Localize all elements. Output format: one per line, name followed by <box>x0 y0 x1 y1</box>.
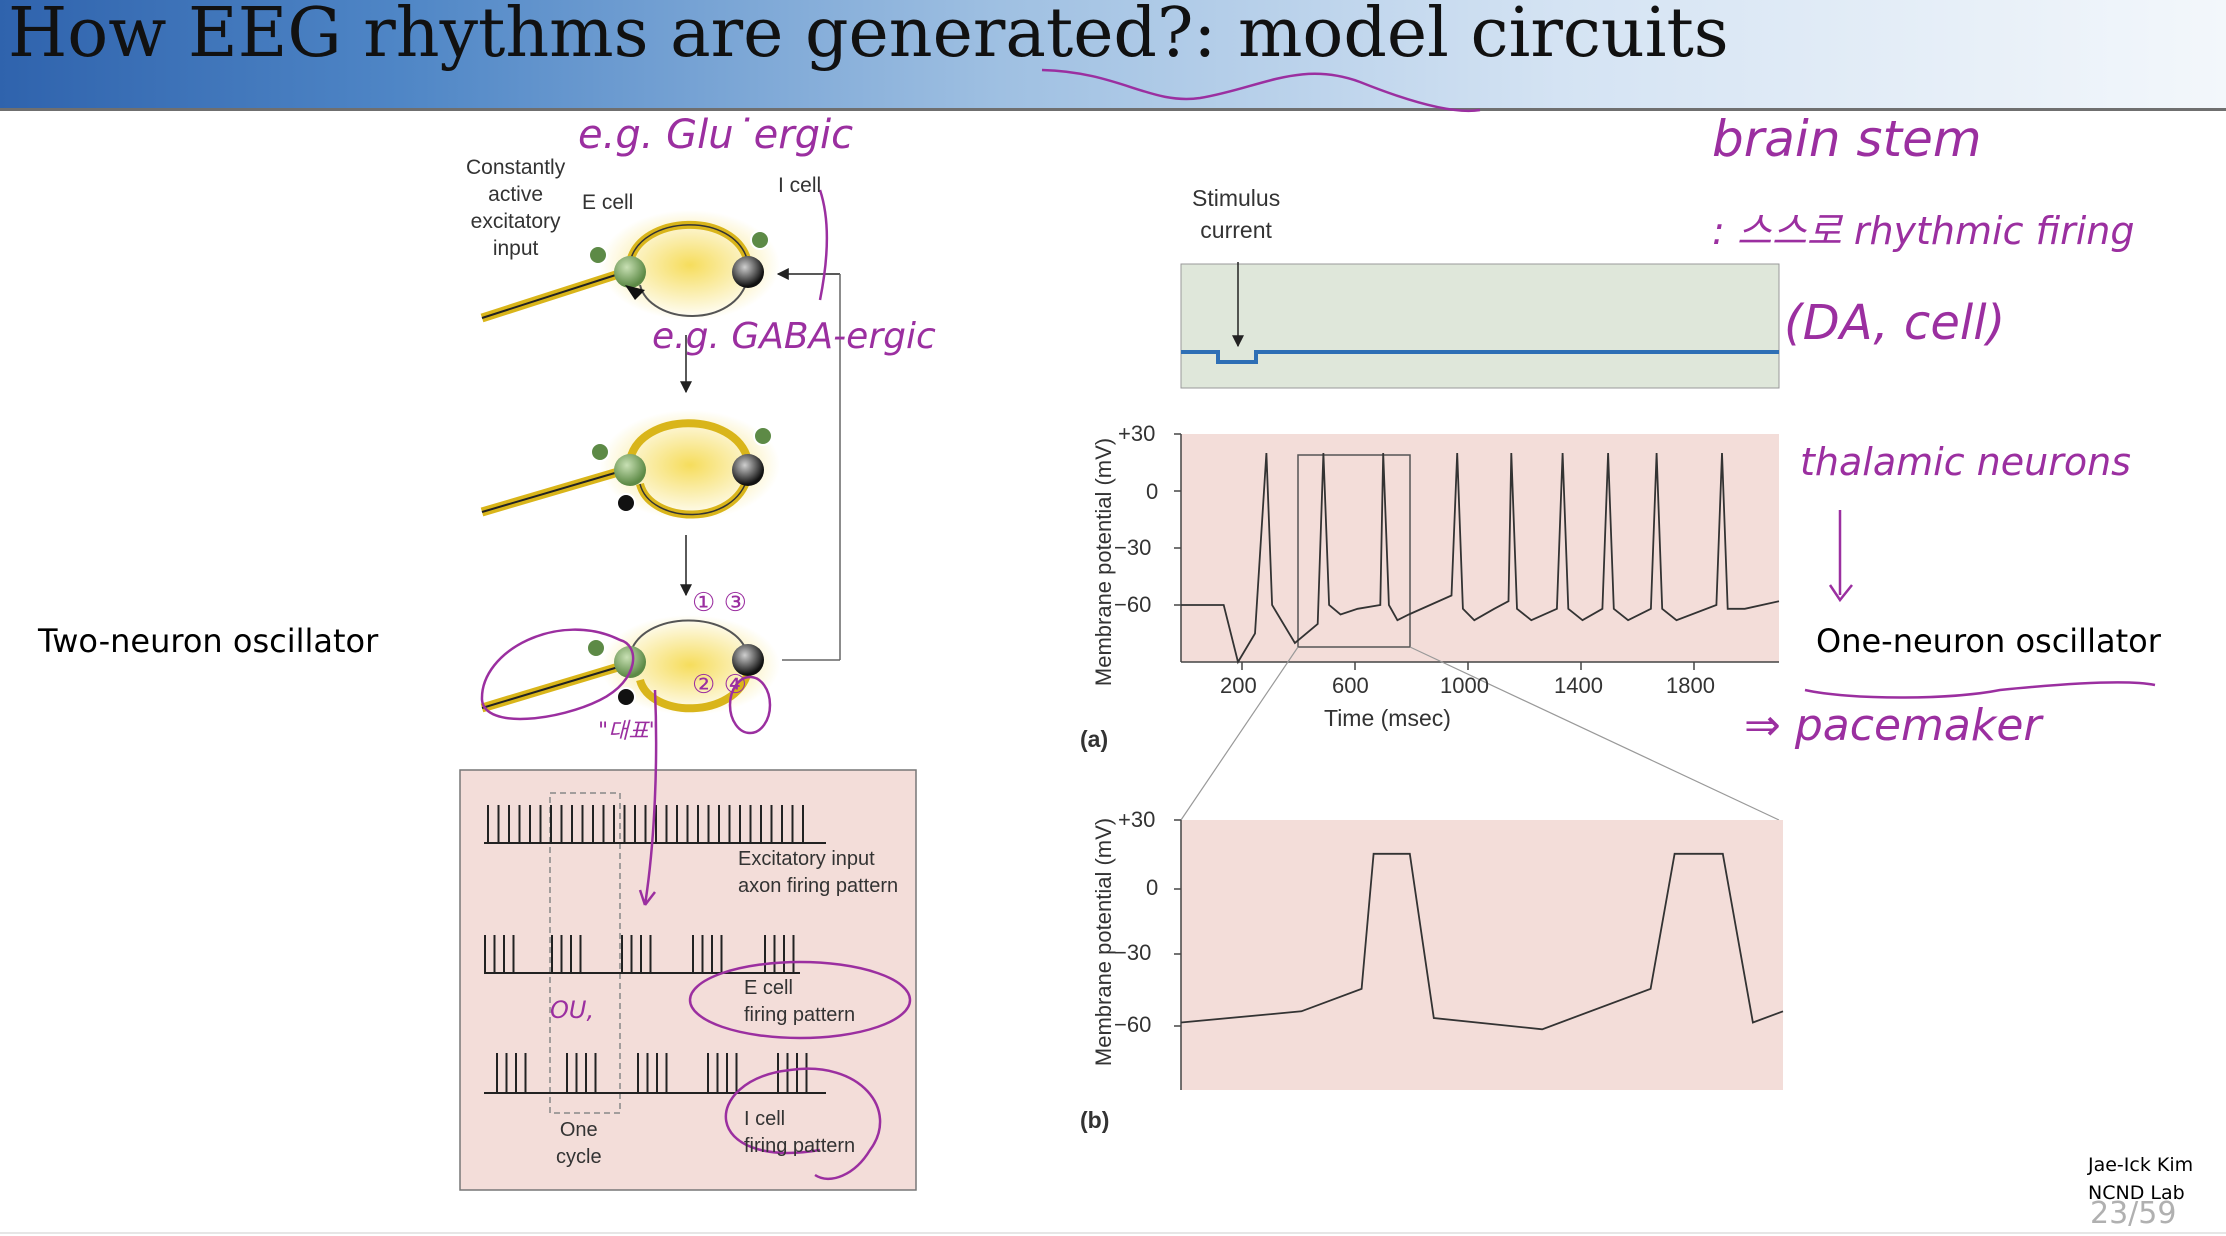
chart-a-xtick-1400: 1400 <box>1554 673 1603 698</box>
page-title: How EEG rhythms are generated?: model ci… <box>8 0 1729 73</box>
page-number: 23/59 <box>2090 1196 2177 1231</box>
one-cycle-label: One cycle <box>556 1117 602 1171</box>
chart-a-ytick-m60: −60 <box>1114 592 1152 617</box>
chart-a-panel-label: (a) <box>1080 726 1109 752</box>
i-cell-label: I cell <box>778 174 822 197</box>
excitatory-line-2: axon firing pattern <box>738 875 899 897</box>
two-neuron-label: Two-neuron oscillator <box>38 622 379 660</box>
excitatory-line-1: Excitatory input <box>738 848 875 870</box>
stimulus-line-2: current <box>1200 217 1272 243</box>
chart-b-trace <box>1180 852 1784 1031</box>
note-eg-gaba: e.g. GABA-ergic <box>652 316 936 357</box>
input-label-line-3: excitatory <box>470 210 561 233</box>
chart-a-trace <box>1181 452 1780 665</box>
i-cell-line-1: I cell <box>744 1108 786 1130</box>
cycle-line-2: cycle <box>556 1146 602 1168</box>
note-pacemaker: ⇒ pacemaker <box>1744 700 2042 751</box>
chart-b-ytick-m30: −30 <box>1114 940 1152 965</box>
e-cell-line-1: E cell <box>744 977 793 999</box>
note-brain-stem: brain stem <box>1712 110 1982 168</box>
i-cell-pattern-label: I cell firing pattern <box>744 1106 855 1160</box>
raster-spikes <box>484 805 808 1093</box>
circuit-state-1 <box>480 210 841 661</box>
note-korean: "대표" <box>598 719 659 744</box>
stimulus-label: Stimulus current <box>1192 182 1280 246</box>
one-neuron-label: One-neuron oscillator <box>1816 622 2161 660</box>
excitatory-input-label: Excitatory input axon firing pattern <box>738 846 898 900</box>
e-cell-label: E cell <box>582 191 634 214</box>
footer-divider <box>0 1232 2226 1234</box>
chart-b-panel-label: (b) <box>1080 1107 1110 1133</box>
note-num-13: ① ③ <box>692 588 747 618</box>
title-bar: How EEG rhythms are generated?: model ci… <box>0 0 2226 111</box>
input-label-line-1: Constantly <box>466 156 566 179</box>
note-thalamic: thalamic neurons <box>1800 440 2131 484</box>
chart-b-ytick-m60: −60 <box>1114 1012 1152 1037</box>
footer-lab: NCND Lab <box>2088 1182 2185 1204</box>
circuit-state-2 <box>480 410 780 520</box>
chart-b-ticks <box>1174 819 1181 1027</box>
chart-a-xtick-600: 600 <box>1332 673 1369 698</box>
note-self-rhythmic: : 스스로 rhythmic firing <box>1712 209 2135 253</box>
e-cell-pattern-label: E cell firing pattern <box>744 975 855 1029</box>
footer-author: Jae-Ick Kim <box>2088 1154 2194 1176</box>
i-cell-line-2: firing pattern <box>744 1135 856 1157</box>
input-label: Constantly active excitatory input <box>466 154 565 262</box>
stimulus-line-1: Stimulus <box>1192 185 1281 211</box>
chart-a-xlabel: Time (msec) <box>1324 705 1451 731</box>
note-num-24: ② ④ <box>692 670 747 700</box>
chart-a-ylabel: Membrane potential (mV) <box>1091 437 1116 687</box>
cycle-line-1: One <box>559 1119 598 1141</box>
note-da-cell: (DA, cell) <box>1784 295 2006 351</box>
chart-a-ytick-30: +30 <box>1118 421 1156 446</box>
input-label-line-2: active <box>488 183 544 206</box>
chart-a-ytick-m30: −30 <box>1114 535 1152 560</box>
chart-a-ytick-0: 0 <box>1146 479 1159 504</box>
chart-b-ytick-30: +30 <box>1118 807 1156 832</box>
chart-a-xtick-1800: 1800 <box>1666 673 1715 698</box>
chart-a-xtick-1000: 1000 <box>1440 673 1489 698</box>
input-label-line-4: input <box>492 237 539 260</box>
chart-a-xtick-200: 200 <box>1220 673 1257 698</box>
chart-b-ytick-0: 0 <box>1146 875 1159 900</box>
note-ou: OU, <box>550 996 595 1024</box>
circuit-state-3 <box>480 615 780 715</box>
note-eg-glu: e.g. Glu˙ergic <box>578 112 854 158</box>
e-cell-line-2: firing pattern <box>744 1004 856 1026</box>
chart-a-ticks <box>1174 433 1695 670</box>
handwritten-strokes <box>480 68 2156 1181</box>
